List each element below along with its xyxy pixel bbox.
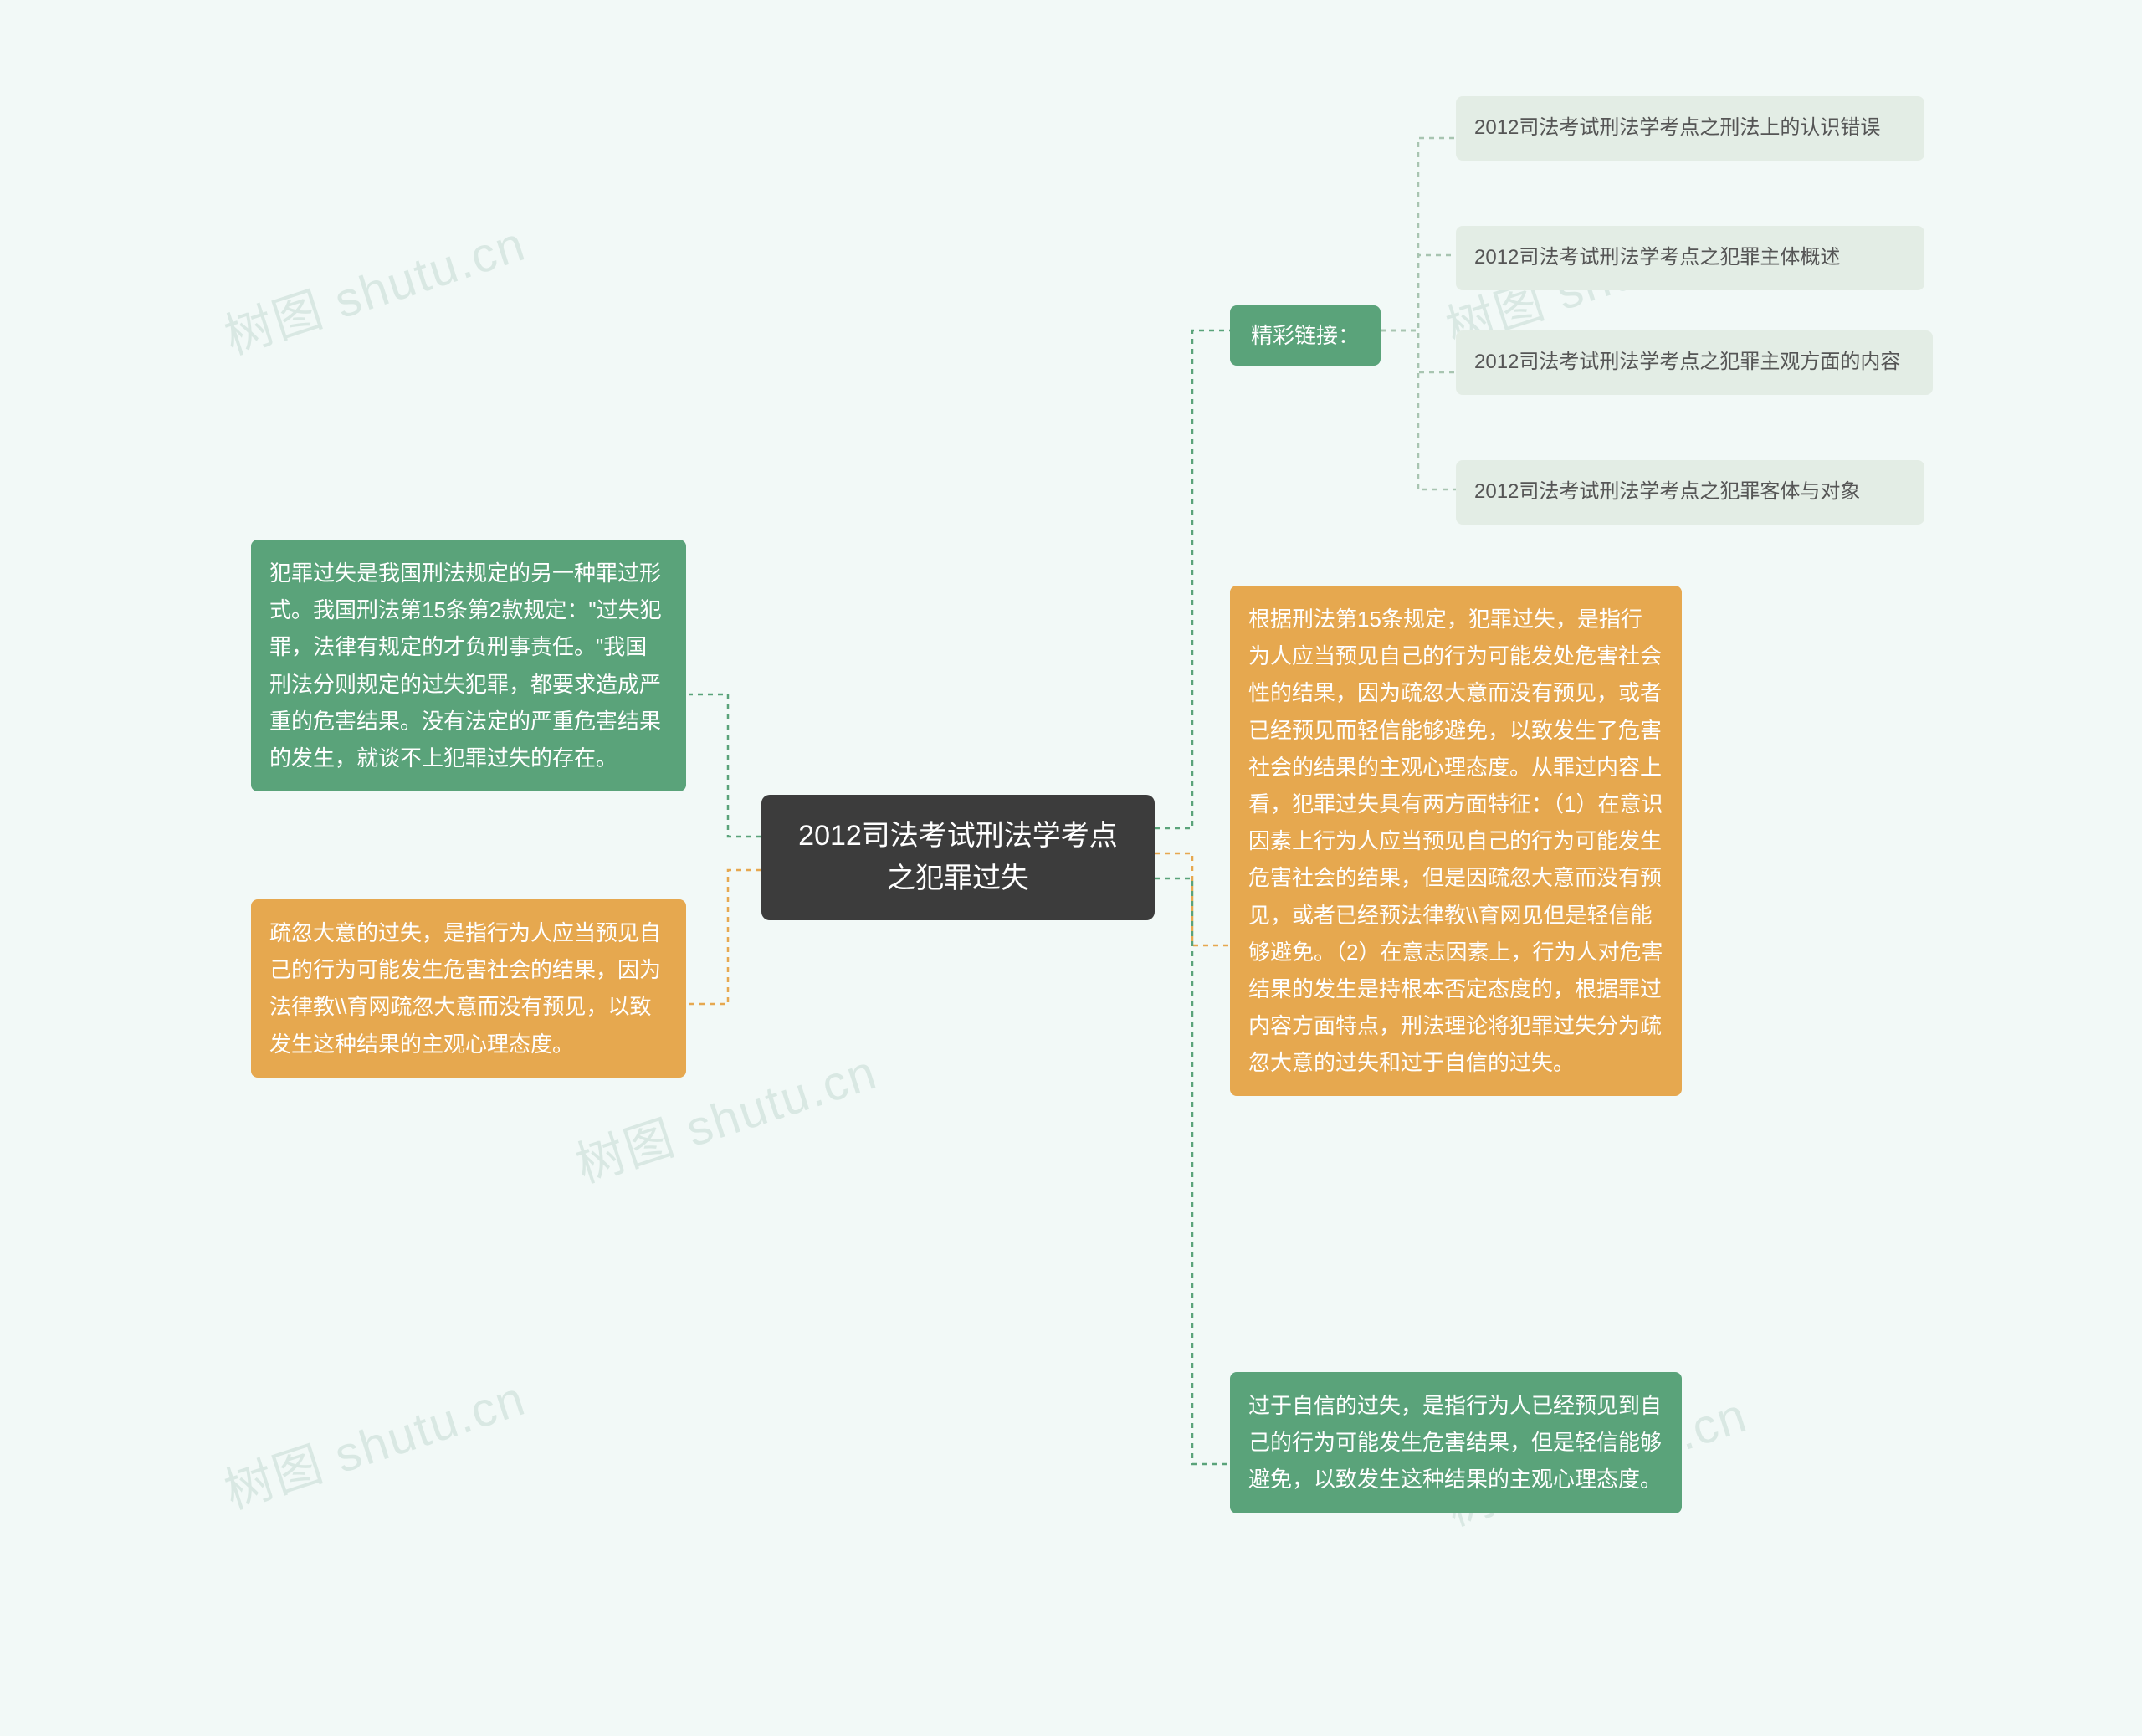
left-box-1: 犯罪过失是我国刑法规定的另一种罪过形式。我国刑法第15条第2款规定："过失犯罪，… <box>251 540 686 791</box>
link-item-2[interactable]: 2012司法考试刑法学考点之犯罪主体概述 <box>1456 226 1924 290</box>
center-title-line2: 之犯罪过失 <box>787 858 1130 900</box>
right-big-box-text: 根据刑法第15条规定，犯罪过失，是指行为人应当预见自己的行为可能发处危害社会性的… <box>1248 607 1663 1075</box>
right-small-box: 过于自信的过失，是指行为人已经预见到自己的行为可能发生危害结果，但是轻信能够避免… <box>1230 1372 1682 1513</box>
left-box-2-text: 疏忽大意的过失，是指行为人应当预见自己的行为可能发生危害社会的结果，因为法律教\… <box>269 920 661 1057</box>
link-item-4-text: 2012司法考试刑法学考点之犯罪客体与对象 <box>1474 480 1860 503</box>
links-label-node: 精彩链接： <box>1230 305 1381 366</box>
link-item-3[interactable]: 2012司法考试刑法学考点之犯罪主观方面的内容 <box>1456 330 1933 395</box>
link-item-1[interactable]: 2012司法考试刑法学考点之刑法上的认识错误 <box>1456 96 1924 161</box>
center-title-line1: 2012司法考试刑法学考点 <box>787 815 1130 858</box>
mindmap-canvas: 树图 shutu.cn 树图 shutu.cn 树图 shutu.cn 树图 s… <box>0 0 2142 1736</box>
watermark: 树图 shutu.cn <box>214 1359 533 1522</box>
watermark: 树图 shutu.cn <box>214 204 533 367</box>
links-label-text: 精彩链接： <box>1251 323 1360 348</box>
center-node: 2012司法考试刑法学考点 之犯罪过失 <box>761 795 1155 920</box>
right-small-box-text: 过于自信的过失，是指行为人已经预见到自己的行为可能发生危害结果，但是轻信能够避免… <box>1248 1393 1662 1492</box>
link-item-4[interactable]: 2012司法考试刑法学考点之犯罪客体与对象 <box>1456 460 1924 525</box>
link-item-1-text: 2012司法考试刑法学考点之刑法上的认识错误 <box>1474 116 1880 139</box>
link-item-3-text: 2012司法考试刑法学考点之犯罪主观方面的内容 <box>1474 351 1900 373</box>
link-item-2-text: 2012司法考试刑法学考点之犯罪主体概述 <box>1474 246 1840 269</box>
left-box-2: 疏忽大意的过失，是指行为人应当预见自己的行为可能发生危害社会的结果，因为法律教\… <box>251 899 686 1078</box>
right-big-box: 根据刑法第15条规定，犯罪过失，是指行为人应当预见自己的行为可能发处危害社会性的… <box>1230 586 1682 1096</box>
left-box-1-text: 犯罪过失是我国刑法规定的另一种罪过形式。我国刑法第15条第2款规定："过失犯罪，… <box>269 561 662 771</box>
